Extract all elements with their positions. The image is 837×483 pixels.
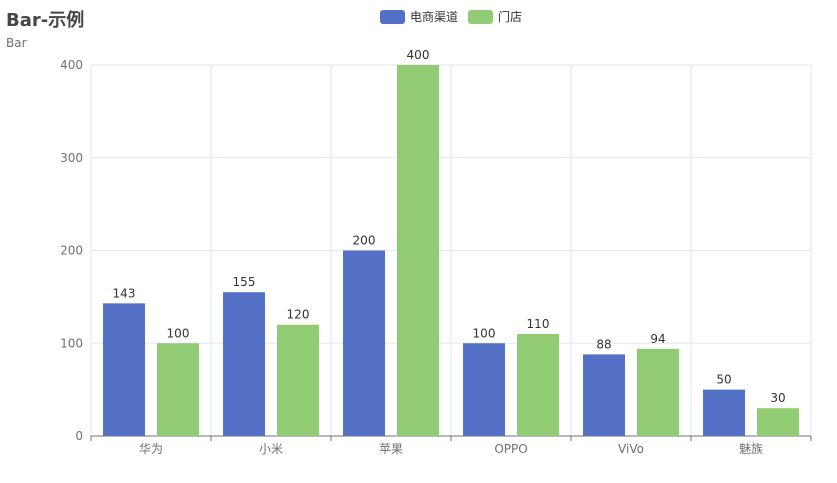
bar-value-label: 100 [167, 326, 190, 340]
bar-value-label: 100 [473, 326, 496, 340]
legend-swatch-series-2 [468, 9, 494, 24]
bar[interactable] [463, 343, 505, 436]
bar[interactable] [103, 303, 145, 436]
legend-swatch-series-1 [380, 9, 405, 24]
legend-label-series-1: 电商渠道 [410, 10, 459, 24]
bar[interactable] [343, 250, 385, 437]
bar-value-label: 155 [233, 275, 256, 289]
bar[interactable] [277, 324, 319, 436]
bar[interactable] [157, 343, 199, 436]
x-category-label: ViVo [618, 442, 644, 456]
bar-value-label: 143 [113, 286, 136, 300]
bar-value-label: 110 [527, 317, 550, 331]
bar[interactable] [517, 333, 559, 436]
bar[interactable] [223, 292, 265, 436]
bar-value-label: 94 [650, 332, 665, 346]
chart-title: Bar-示例 [6, 10, 85, 31]
x-category-label: OPPO [494, 442, 527, 456]
y-tick-label: 100 [60, 336, 83, 350]
bar[interactable] [637, 348, 679, 436]
x-category-label: 华为 [139, 442, 163, 456]
legend: 电商渠道 门店 [380, 8, 522, 25]
bar-value-label: 400 [407, 48, 430, 62]
x-category-label: 苹果 [379, 442, 403, 456]
y-tick-label: 200 [60, 244, 83, 258]
legend-item-series-2[interactable]: 门店 [468, 8, 522, 25]
x-category-label: 魅族 [739, 441, 763, 456]
legend-label-series-2: 门店 [498, 10, 523, 24]
bar-value-label: 30 [770, 391, 785, 405]
bar-value-label: 50 [716, 373, 731, 387]
bar[interactable] [583, 354, 625, 436]
y-tick-label: 0 [75, 429, 83, 443]
y-tick-label: 300 [60, 151, 83, 165]
chart-subtitle: Bar [6, 36, 27, 50]
bar-value-label: 200 [353, 234, 376, 248]
bar-value-label: 88 [596, 337, 611, 351]
bar[interactable] [703, 389, 745, 436]
bar-value-label: 120 [287, 308, 310, 322]
y-tick-label: 400 [60, 58, 83, 72]
bar[interactable] [757, 408, 799, 436]
legend-item-series-1[interactable]: 电商渠道 [380, 8, 458, 25]
bar[interactable] [397, 65, 439, 436]
x-category-label: 小米 [259, 442, 283, 456]
